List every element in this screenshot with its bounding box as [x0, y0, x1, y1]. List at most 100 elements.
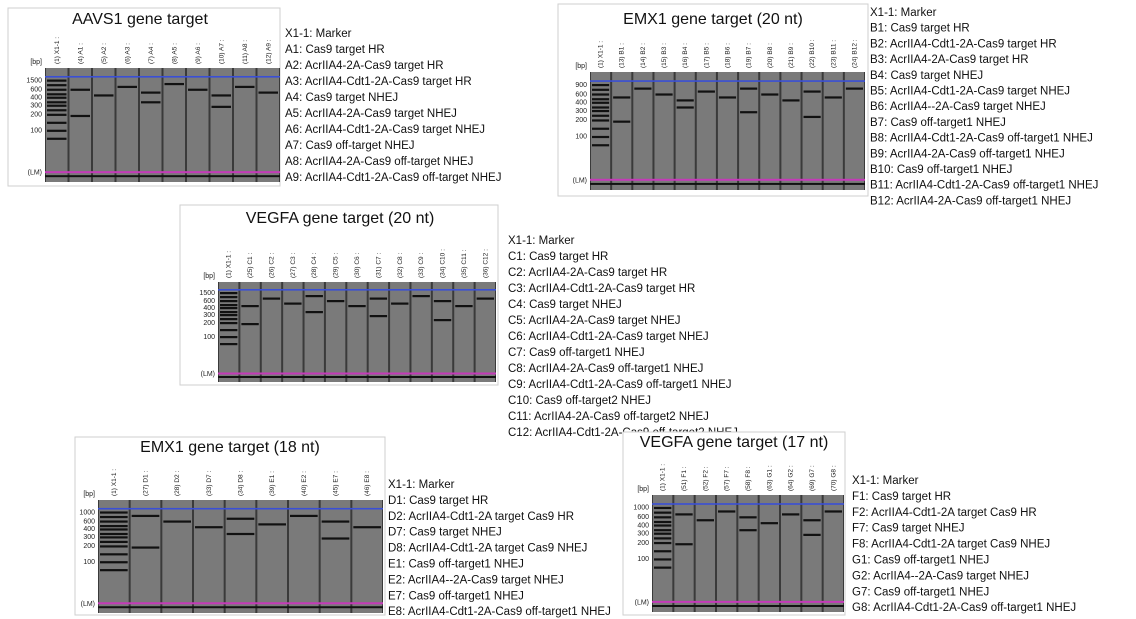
gel-band: [100, 541, 128, 543]
legend-entry: C11: AcrIIA4-2A-Cas9 off-target2 NHEJ: [508, 411, 709, 423]
panel-title: AAVS1 gene target: [72, 11, 208, 28]
legend-entry: A7: Cas9 off-target NHEJ: [285, 140, 415, 152]
gel-band: [677, 99, 694, 101]
legend-entry: E1: Cas9 off-target1 NHEJ: [388, 559, 524, 571]
lower-marker: [98, 602, 383, 604]
size-label: 400: [203, 305, 215, 312]
lane-label: (30) C6 :: [354, 253, 361, 278]
lane-label: (18) B6 :: [725, 43, 732, 68]
size-label: (LM): [201, 371, 215, 378]
gel-band: [654, 533, 671, 535]
gel-lane: [454, 282, 473, 382]
lane-label: (16) B4 :: [682, 43, 689, 68]
size-label: (LM): [635, 599, 649, 606]
lane-label: (70) G8 :: [830, 465, 837, 491]
legend-entry: A8: AcrIIA4-2A-Cas9 off-target NHEJ: [285, 156, 473, 168]
gel-band: [353, 526, 381, 528]
legend-entry: F7: Cas9 target NHEJ: [852, 523, 964, 535]
gel-band: [220, 304, 237, 306]
gel-band: [47, 105, 67, 107]
size-label: 1000: [633, 505, 649, 512]
legend-entry: G8: AcrIIA4-Cdt1-2A-Cas9 off-target1 NHE…: [852, 602, 1076, 614]
gel-band: [132, 546, 160, 548]
gel-band: [804, 116, 821, 118]
gel-band: [846, 88, 863, 90]
lane-label: (22) B10 :: [809, 39, 816, 68]
size-label: 100: [203, 334, 215, 341]
legend-entry: B6: AcrIIA4--2A-Cas9 target NHEJ: [870, 101, 1046, 113]
bp-unit: [bp]: [30, 59, 42, 66]
size-label: 400: [575, 100, 587, 107]
size-label: 200: [203, 320, 215, 327]
gel-band: [118, 86, 138, 88]
lower-marker-band: [45, 175, 280, 177]
size-label: 900: [575, 82, 587, 89]
gel-lane: [240, 282, 259, 382]
lane-label: (57) F7 :: [724, 466, 731, 491]
gel-band: [412, 295, 429, 297]
lane-label: (33) D7 :: [206, 471, 213, 496]
gel-band: [654, 550, 671, 552]
gel-band: [825, 510, 842, 512]
gel-lane: [257, 500, 287, 613]
gel-lane: [262, 282, 281, 382]
gel-lane: [283, 282, 302, 382]
legend-entry: F1: Cas9 target HR: [852, 491, 951, 503]
gel-lane: [258, 68, 280, 182]
legend-entry: D1: Cas9 target HR: [388, 495, 488, 507]
gel-band: [100, 569, 128, 571]
lane-label: (28) C4 :: [311, 253, 318, 278]
gel-band: [322, 520, 350, 522]
gel-band: [634, 88, 651, 90]
gel-lane: [390, 282, 409, 382]
gel-band: [306, 311, 323, 313]
gel-band: [227, 533, 255, 535]
legend-entry: D7: Cas9 target NHEJ: [388, 527, 502, 539]
gel-band: [592, 106, 609, 108]
gel-band: [654, 521, 671, 523]
lane-label: (6) A3 :: [124, 43, 131, 64]
gel-band: [613, 96, 630, 98]
gel-lane: [802, 495, 821, 612]
legend-entry: C7: Cas9 off-target1 NHEJ: [508, 347, 645, 359]
gel-band: [370, 298, 387, 300]
gel-band: [165, 83, 185, 85]
lane-label: (27) D1 :: [143, 471, 150, 496]
gel-band: [71, 89, 91, 91]
legend-entry: X1-1: Marker: [870, 7, 937, 19]
lane-label: (31) C7 :: [375, 253, 382, 278]
gel-band: [220, 292, 237, 294]
legend-entry: E7: Cas9 off-target1 NHEJ: [388, 590, 524, 602]
lane-label: (14) B2 :: [640, 43, 647, 68]
gel-band: [782, 99, 799, 101]
gel-band: [654, 558, 671, 560]
lane-label: (52) F2 :: [702, 466, 709, 491]
lower-marker-band: [218, 376, 496, 378]
legend-entry: C2: AcrIIA4-2A-Cas9 target HR: [508, 267, 667, 279]
bp-unit: [bp]: [575, 63, 587, 70]
gel-lane: [718, 72, 737, 190]
lane-label: (12) A9 :: [265, 39, 272, 64]
lane-label: (5) A2 :: [101, 43, 108, 64]
gel-panel: VEGFA gene target (20 nt)[bp]15006004003…: [180, 205, 738, 439]
gel-band: [258, 523, 286, 525]
size-label: (LM): [81, 601, 95, 608]
gel-lane: [194, 500, 224, 613]
gel-lane: [738, 495, 757, 612]
gel-band: [220, 314, 237, 316]
size-label: 400: [83, 526, 95, 533]
gel-panel: EMX1 gene target (20 nt)[bp]900600400300…: [558, 4, 1098, 207]
gel-band: [739, 529, 756, 531]
gel-lane: [162, 500, 192, 613]
size-label: 300: [575, 108, 587, 115]
bp-unit: [bp]: [637, 486, 649, 493]
gel-band: [306, 295, 323, 297]
lane-label: (10) A7 :: [218, 39, 225, 64]
gel-band: [47, 84, 67, 86]
gel-band: [477, 298, 494, 300]
legend-entry: D8: AcrIIA4-Cdt1-2A target Cas9 NHEJ: [388, 543, 587, 555]
lower-marker-band: [98, 606, 383, 608]
gel-lane: [476, 282, 495, 382]
legend-entry: C5: AcrIIA4-2A-Cas9 target NHEJ: [508, 315, 681, 327]
legend-entry: D2: AcrIIA4-Cdt1-2A target Cas9 HR: [388, 511, 574, 523]
